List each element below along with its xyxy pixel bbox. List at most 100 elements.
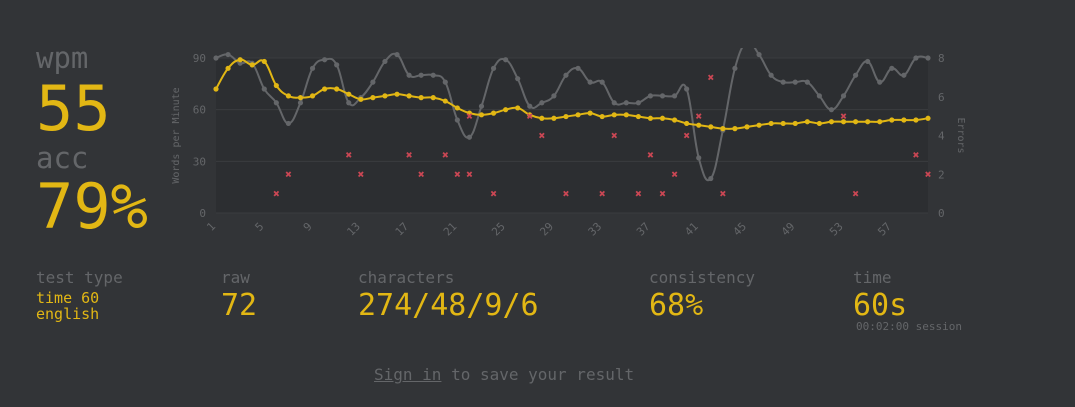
wpm-point <box>213 86 219 92</box>
wpm-point <box>478 112 485 118</box>
error-point <box>285 171 292 178</box>
wpm-point <box>551 115 557 121</box>
raw-point <box>322 57 328 63</box>
wpm-point <box>611 112 617 118</box>
signin-prompt: Sign in to save your result <box>374 365 634 385</box>
raw-point <box>696 155 702 161</box>
wpm-point <box>346 91 352 97</box>
raw-point <box>901 72 907 78</box>
raw-point <box>297 100 304 106</box>
raw-point <box>587 79 593 85</box>
wpm-point <box>539 115 545 121</box>
wpm-point <box>430 95 436 101</box>
wpm-point <box>635 113 641 120</box>
error-point <box>840 113 847 119</box>
raw-point <box>925 55 931 61</box>
session-time: 00:02:00 session <box>856 320 962 333</box>
wpm-point <box>768 120 774 127</box>
signin-rest-text: to save your result <box>451 365 635 384</box>
error-point <box>466 171 473 178</box>
error-point <box>611 132 618 139</box>
y2-tick-label: 6 <box>938 91 945 104</box>
test-type-line1: time 60 <box>36 289 100 307</box>
wpm-point <box>418 95 424 101</box>
raw-point <box>647 93 654 99</box>
wpm-point <box>309 93 316 99</box>
error-point <box>357 171 364 178</box>
raw-point <box>503 57 509 63</box>
test-type-line2: english <box>36 305 100 323</box>
error-point <box>345 152 352 158</box>
wpm-point <box>684 120 690 127</box>
raw-point <box>370 79 376 85</box>
error-point <box>490 190 497 197</box>
x-tick-label: 41 <box>682 220 701 239</box>
raw-point <box>575 65 581 71</box>
y2-tick-label: 2 <box>938 168 945 181</box>
wpm-point <box>901 117 907 123</box>
y2-axis-title: Errors <box>955 117 966 153</box>
wpm-point <box>828 119 835 125</box>
wpm-point <box>744 124 750 130</box>
characters-value: 274/48/9/6 <box>358 288 539 323</box>
raw-point <box>671 93 678 99</box>
x-tick-label: 1 <box>204 220 218 234</box>
error-point <box>707 74 714 81</box>
wpm-point <box>708 124 714 130</box>
consistency-label: consistency <box>649 268 755 287</box>
error-point <box>913 152 919 158</box>
error-point <box>647 152 654 158</box>
wpm-point <box>913 117 919 123</box>
y-tick-label: 90 <box>193 52 206 65</box>
wpm-point <box>575 112 581 118</box>
wpm-point <box>406 93 412 99</box>
wpm-chart[interactable]: 0 30 60 90 0 2 4 6 8 1 5 9 13 17 21 25 29 33 37 41 45 49 53 57 W… <box>160 48 980 248</box>
raw-point <box>527 103 533 109</box>
raw-point <box>442 79 448 85</box>
sign-in-link[interactable]: Sign in <box>374 365 442 384</box>
raw-point <box>430 72 436 78</box>
x-tick-label: 13 <box>344 220 363 239</box>
raw-point <box>816 93 822 99</box>
acc-label: acc <box>36 141 89 175</box>
x-tick-label: 21 <box>441 220 460 239</box>
wpm-point <box>237 57 243 63</box>
x-tick-label: 25 <box>489 220 508 239</box>
raw-point <box>213 55 219 61</box>
wpm-point <box>249 62 255 68</box>
wpm-point <box>852 119 859 125</box>
error-point <box>563 190 569 197</box>
raw-point <box>261 86 267 92</box>
raw-point <box>539 100 545 106</box>
wpm-point <box>816 120 822 127</box>
wpm-point <box>285 93 292 99</box>
raw-point <box>804 79 810 85</box>
raw-point <box>792 79 798 85</box>
wpm-point <box>297 95 304 101</box>
error-point <box>466 113 473 119</box>
raw-point <box>515 76 521 82</box>
wpm-point <box>261 58 267 65</box>
wpm-point <box>840 119 847 125</box>
y-axis-title: Words per Minute <box>171 87 182 183</box>
raw-point <box>684 86 690 92</box>
error-point <box>671 171 678 178</box>
wpm-point <box>696 122 702 128</box>
raw-point <box>828 107 835 113</box>
raw-point <box>285 120 292 127</box>
raw-point <box>418 72 424 78</box>
raw-point <box>478 103 485 109</box>
raw-point <box>466 134 473 140</box>
error-point <box>599 190 606 197</box>
wpm-point <box>490 110 497 116</box>
wpm-point <box>334 86 340 92</box>
raw-point <box>889 65 895 71</box>
wpm-point <box>515 105 521 111</box>
wpm-point <box>780 120 786 127</box>
characters-label: characters <box>358 268 455 287</box>
wpm-value: 55 <box>36 72 111 145</box>
raw-point <box>490 65 497 71</box>
wpm-point <box>587 110 593 116</box>
wpm-point <box>877 119 883 125</box>
wpm-point <box>225 65 231 71</box>
